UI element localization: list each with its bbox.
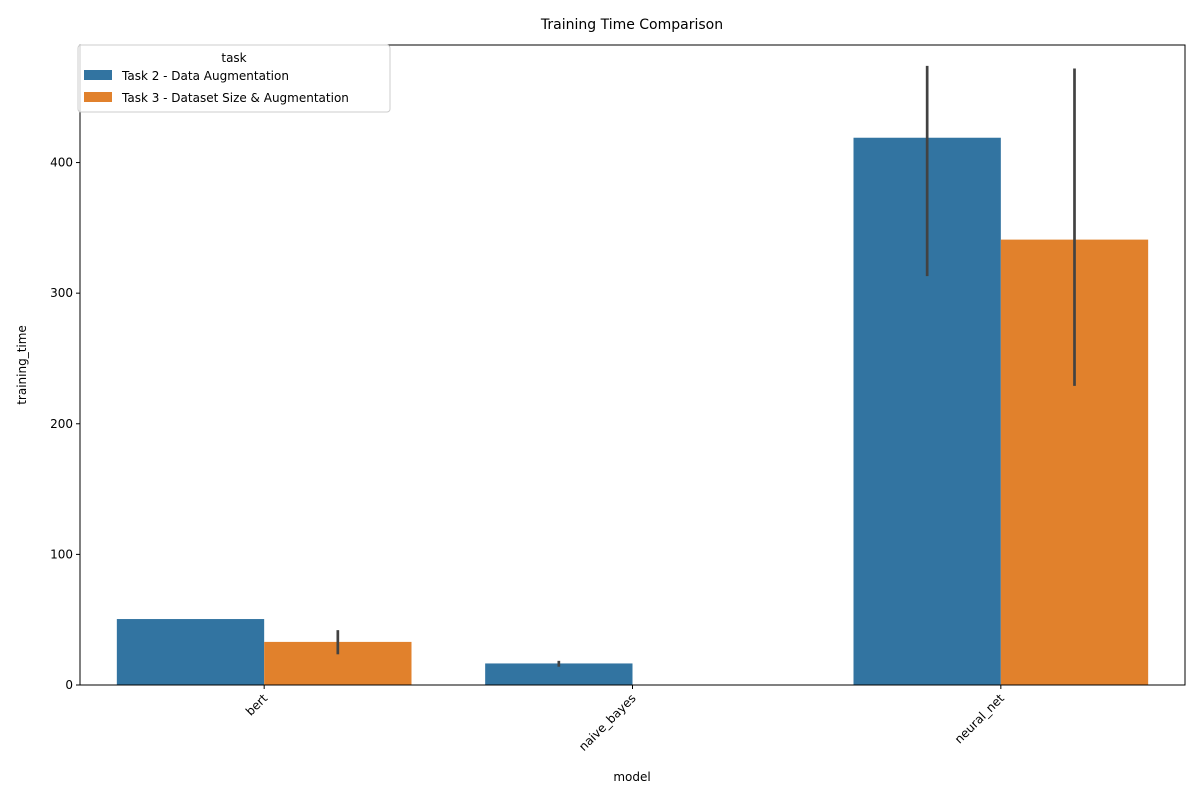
legend-swatch-series-1	[84, 70, 112, 80]
legend-box	[77, 44, 391, 113]
y-axis: 0 100 200 300 400	[50, 156, 80, 692]
legend-label-series-2: Task 3 - Dataset Size & Augmentation	[121, 91, 349, 105]
bar-bert-series-1	[116, 619, 265, 685]
x-tick-label-bert: bert	[243, 691, 271, 719]
legend-label-series-1: Task 2 - Data Augmentation	[121, 69, 289, 83]
x-tick-label-naive_bayes: naive_bayes	[576, 691, 639, 754]
x-tick-label-neural_net: neural_net	[952, 691, 1007, 746]
chart-title: Training Time Comparison	[540, 17, 723, 33]
y-tick-label: 300	[50, 286, 73, 300]
y-tick-label: 400	[50, 156, 73, 170]
legend: task Task 2 - Data Augmentation Task 3 - …	[77, 44, 391, 113]
y-tick-label: 200	[50, 417, 73, 431]
error-bars-layer	[336, 65, 1076, 667]
legend-swatch-series-2	[84, 92, 112, 102]
x-axis: bert naive_bayes neural_net	[243, 685, 1007, 754]
x-axis-label: model	[613, 770, 650, 784]
y-tick-label: 100	[50, 547, 73, 561]
legend-entries: Task 2 - Data Augmentation Task 3 - Datas…	[84, 69, 349, 105]
bar-naive_bayes-series-1	[485, 663, 633, 685]
y-axis-label: training_time	[15, 325, 29, 405]
legend-title: task	[221, 51, 246, 65]
y-tick-label: 0	[65, 678, 73, 692]
bars-layer	[116, 137, 1149, 686]
